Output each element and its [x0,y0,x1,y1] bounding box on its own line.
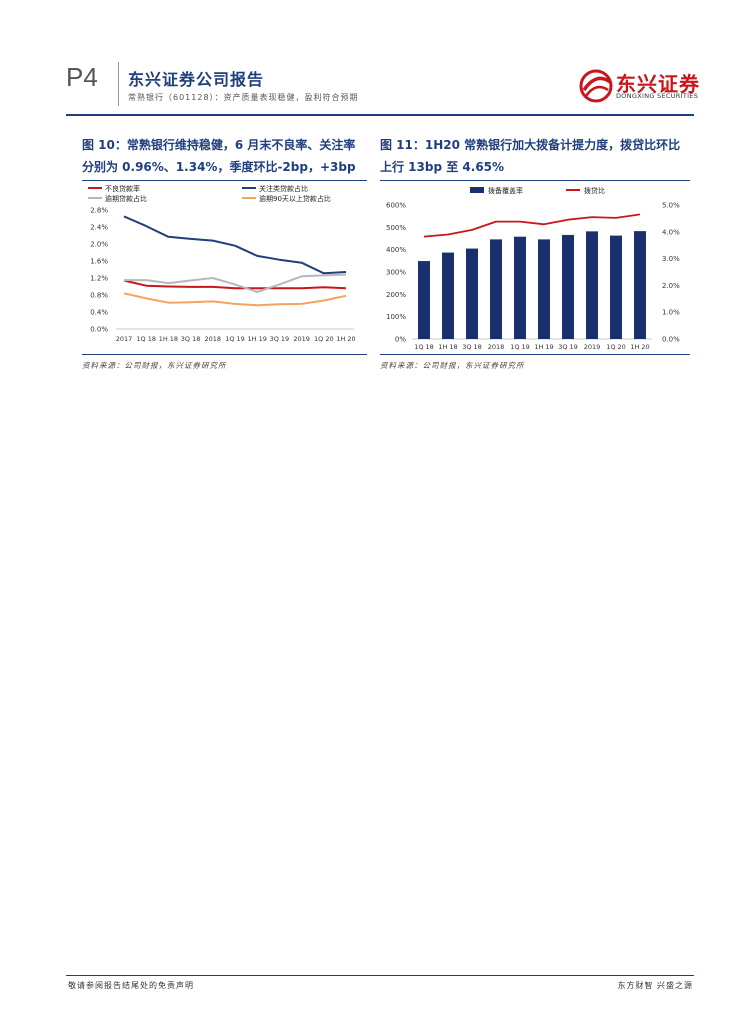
legend-label-0: 不良贷款率 [105,184,140,193]
x-tick-label-5: 1H 19 [534,343,553,350]
legend-label-1: 关注类贷款占比 [259,184,308,193]
bar-8 [610,235,622,339]
report-title: 东兴证券公司报告 [128,70,265,89]
y-tick-label-2: 0.8% [90,292,108,300]
bar-9 [634,231,646,339]
x-tick-label-9: 1Q 20 [314,335,334,343]
y-tick-label-4: 400% [386,246,406,254]
x-tick-label-6: 1H 19 [248,335,267,343]
x-tick-label-2: 3Q 18 [462,343,482,350]
series-line-2 [124,273,347,293]
y-tick-label-1: 0.4% [90,309,108,317]
footer-slogan: 东方财智 兴盛之源 [617,981,693,990]
series-line-1 [123,215,347,275]
y-tick-label-7: 2.8% [90,207,108,215]
x-tick-label-5: 1Q 19 [225,335,245,343]
figure-11-bar-line-chart: 拨备覆盖率 拨贷比 0% 100% 200% 300% 400% 500% 600% 0.0% 1.… [386,186,680,350]
bar-0 [418,261,430,339]
x-tick-label-1: 1Q 18 [136,335,156,343]
footer-disclaimer: 敬请参阅报告结尾处的免责声明 [68,981,194,990]
bar-3 [490,239,502,339]
legend-label-1: 拨贷比 [584,186,605,195]
legend-label-2: 逾期贷款占比 [105,194,147,203]
x-tick-label-8: 2019 [293,335,310,343]
y2-tick-label-3: 3.0% [662,255,680,263]
bar-6 [562,234,574,339]
series-line-1 [423,213,641,238]
figure-11-title: 图 11：1H20 常熟银行加大拨备计提力度，拨贷比环比上行 13bp 至 4.… [380,138,681,174]
header-divider [118,62,119,106]
x-tick-label-0: 2017 [116,335,133,343]
x-tick-label-9: 1H 20 [630,343,649,350]
y2-tick-label-4: 4.0% [662,228,680,236]
legend-label-0: 拨备覆盖率 [488,186,523,195]
legend-swatch-0 [470,187,484,193]
series-line-3 [123,292,347,307]
report-subtitle: 常熟银行（601128）：资产质量表现稳健，盈利符合预期 [128,93,359,102]
bar-7 [586,231,598,339]
figure-10-title: 图 10：常熟银行维持稳健，6 月末不良率、关注率分别为 0.96%、1.34%… [82,138,356,174]
legend-label-3: 逾期90天以上贷款占比 [259,194,331,203]
x-tick-label-7: 3Q 19 [270,335,290,343]
x-tick-label-10: 1H 20 [336,335,355,343]
figure-10-bottom-rule [82,354,367,355]
y2-tick-label-5: 5.0% [662,202,680,210]
x-tick-label-3: 2018 [488,343,505,350]
x-tick-label-4: 1Q 19 [510,343,530,350]
x-tick-label-0: 1Q 18 [414,343,434,350]
figure-11-top-rule [380,180,690,181]
footer-rule [66,975,694,976]
y-tick-label-0: 0% [395,336,406,344]
x-tick-label-2: 1H 18 [159,335,178,343]
y-tick-label-3: 300% [386,269,406,277]
page-number: P4 [66,62,98,92]
figure-11-bottom-rule [380,354,690,355]
logo-text-en: DONGXING SECURITIES [616,92,699,100]
y-tick-label-1: 100% [386,313,406,321]
company-logo-icon [579,69,613,103]
logo-text-cn: 东兴证券 [616,72,700,96]
x-tick-label-7: 2019 [584,343,601,350]
series-line-0 [123,279,347,290]
y-tick-label-2: 200% [386,291,406,299]
figure-10-source: 资料来源：公司财报，东兴证券研究所 [82,361,227,370]
x-tick-label-3: 3Q 18 [181,335,201,343]
bar-2 [466,248,478,339]
y-tick-label-4: 1.6% [90,258,108,266]
header-rule [66,114,694,116]
bar-5 [538,239,550,339]
y2-tick-label-0: 0.0% [662,336,680,344]
y-tick-label-6: 2.4% [90,224,108,232]
x-tick-label-4: 2018 [205,335,222,343]
y-tick-label-0: 0.0% [90,326,108,334]
y2-tick-label-1: 1.0% [662,309,680,317]
y-tick-label-5: 2.0% [90,241,108,249]
x-tick-label-6: 3Q 19 [558,343,578,350]
x-tick-label-8: 1Q 20 [606,343,626,350]
figure-10-top-rule [82,180,367,181]
y-tick-label-6: 600% [386,202,406,210]
bar-1 [442,252,454,339]
y-tick-label-3: 1.2% [90,275,108,283]
x-tick-label-1: 1H 18 [438,343,457,350]
y-tick-label-5: 500% [386,224,406,232]
y2-tick-label-2: 2.0% [662,282,680,290]
bar-4 [514,236,526,339]
figure-11-source: 资料来源：公司财报，东兴证券研究所 [380,361,525,370]
